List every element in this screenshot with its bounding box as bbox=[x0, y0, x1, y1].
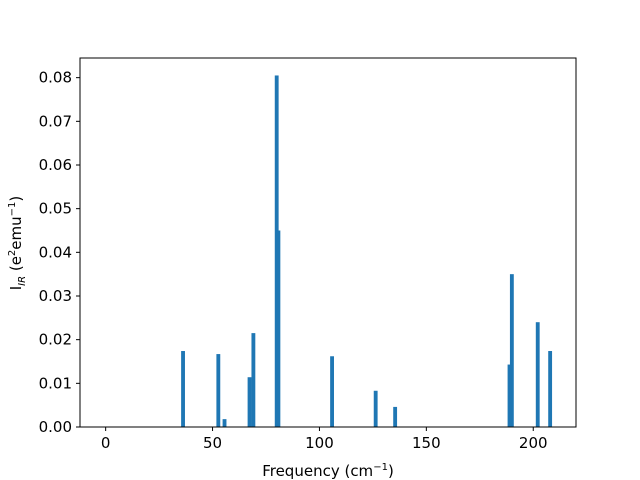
x-axis: 0 50 100 150 200 bbox=[101, 427, 548, 452]
bar-1 bbox=[216, 354, 221, 427]
y-tick-label-6: 0.06 bbox=[39, 156, 72, 174]
bars-layer bbox=[181, 75, 553, 427]
y-tick-label-1: 0.01 bbox=[39, 374, 72, 392]
bar-2 bbox=[222, 419, 227, 427]
bar-9 bbox=[393, 406, 398, 427]
plot-frame bbox=[79, 57, 577, 428]
x-tick-label-3: 150 bbox=[412, 434, 441, 452]
y-tick-label-0: 0.00 bbox=[39, 418, 72, 436]
bar-10 bbox=[507, 364, 512, 427]
y-tick-label-8: 0.08 bbox=[39, 69, 72, 87]
bar-4 bbox=[251, 333, 256, 427]
bar-7 bbox=[330, 356, 334, 427]
y-tick-label-3: 0.03 bbox=[39, 287, 72, 305]
bar-12 bbox=[535, 322, 540, 427]
bar-8 bbox=[373, 390, 378, 427]
bar-6 bbox=[276, 230, 281, 427]
x-tick-label-1: 50 bbox=[203, 434, 222, 452]
bar-11 bbox=[509, 274, 514, 427]
bar-13 bbox=[548, 351, 553, 427]
y-axis: 0.00 0.01 0.02 0.03 0.04 0.05 0.06 0.07 0.08 bbox=[39, 69, 80, 436]
bar-3 bbox=[247, 377, 252, 427]
y-tick-label-5: 0.05 bbox=[39, 200, 72, 218]
x-tick-label-0: 0 bbox=[101, 434, 111, 452]
y-axis-label: IIR (e2emu−1) bbox=[7, 196, 28, 291]
bar-0 bbox=[181, 351, 185, 427]
x-axis-label: Frequency (cm−1) bbox=[262, 462, 394, 480]
y-tick-label-7: 0.07 bbox=[39, 112, 72, 130]
y-tick-label-4: 0.04 bbox=[39, 243, 72, 261]
y-tick-label-2: 0.02 bbox=[39, 331, 72, 349]
x-tick-label-2: 100 bbox=[305, 434, 334, 452]
x-tick-label-4: 200 bbox=[519, 434, 548, 452]
